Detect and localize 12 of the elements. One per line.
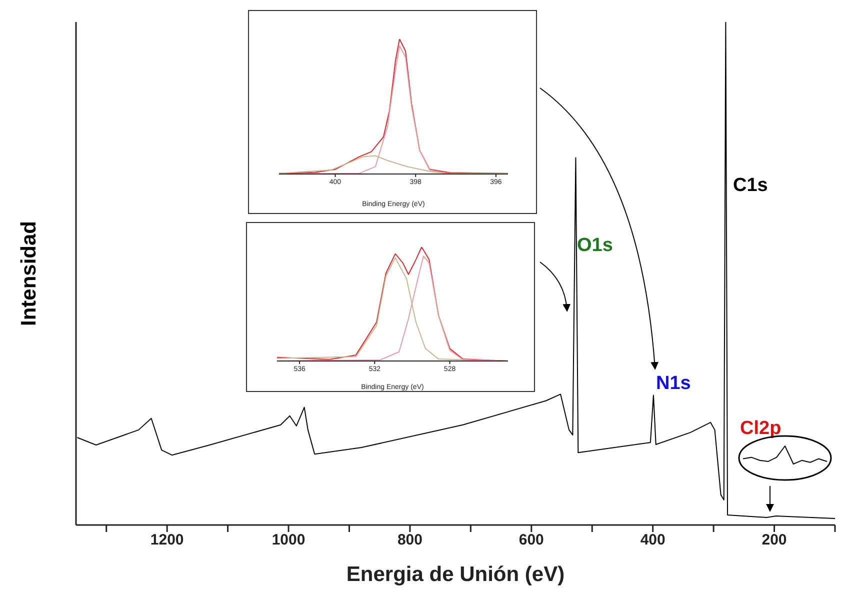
x-tick-label: 600	[518, 532, 544, 549]
x-tick-label: 1000	[272, 532, 306, 549]
x-tick-label: 400	[640, 532, 666, 549]
x-tick-label: 200	[762, 532, 787, 549]
annotation: C1s	[733, 175, 768, 197]
x-axis-title: Energia de Unión (eV)	[346, 563, 565, 586]
annotation: Cl2p	[740, 418, 782, 440]
y-axis-title: Intensidad	[17, 220, 40, 326]
annotation: O1s	[577, 235, 613, 257]
x-tick-label: 800	[397, 532, 422, 549]
annotation: N1s	[656, 373, 691, 395]
x-tick-label: 1200	[150, 532, 184, 549]
